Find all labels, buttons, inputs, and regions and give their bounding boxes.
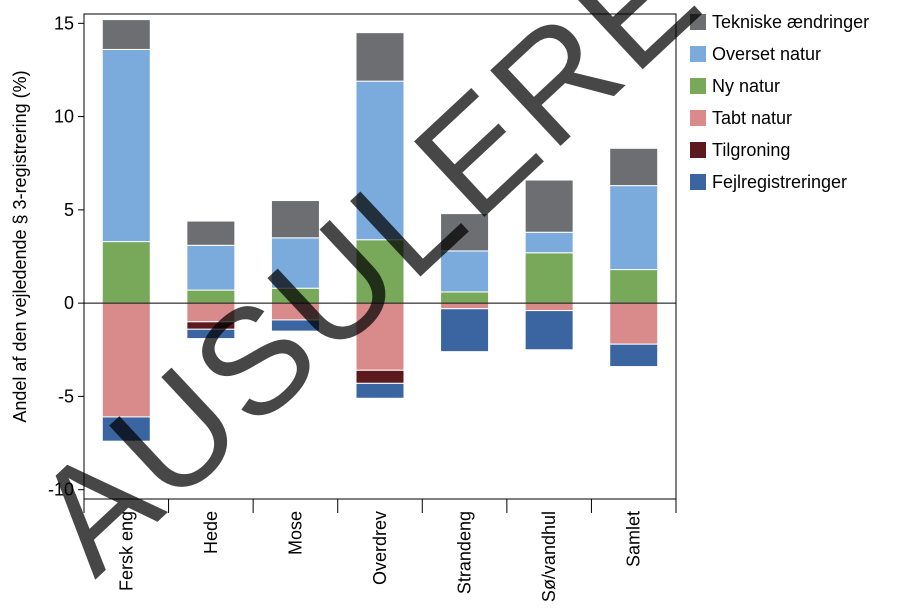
- x-tick-label: Mose: [285, 511, 305, 555]
- bar-segment: [186, 244, 236, 291]
- bar-segment: [186, 220, 236, 246]
- bar-segment: [355, 32, 405, 82]
- bar-segment: [524, 179, 574, 233]
- plot-frame: [83, 13, 677, 500]
- legend-swatch: [690, 46, 706, 62]
- y-axis-title: Andel af den vejledende § 3-registrering…: [10, 70, 30, 422]
- bar-segment: [355, 382, 405, 399]
- y-tick-label: 15: [54, 13, 74, 33]
- bar-segment: [524, 302, 574, 312]
- x-tick-label: Sø/vandhul: [539, 511, 559, 602]
- y-tick-label: -5: [58, 386, 74, 406]
- legend: Tekniske ændringer Overset natur Ny natur T…: [690, 12, 869, 192]
- legend-swatch: [690, 78, 706, 94]
- bar-segment: [101, 302, 151, 418]
- x-tick-label: Strandeng: [455, 511, 475, 594]
- legend-swatch: [690, 142, 706, 158]
- bar-segment: [609, 343, 659, 368]
- bar-segment: [355, 80, 405, 241]
- bar-segment: [609, 185, 659, 271]
- bar-segment: [440, 250, 490, 293]
- x-tick-label: Samlet: [624, 511, 644, 567]
- legend-swatch: [690, 14, 706, 30]
- legend-label: Fejlregistreringer: [712, 172, 847, 192]
- y-tick-label: 5: [64, 200, 74, 220]
- bar-segment: [524, 252, 574, 304]
- legend-label: Overset natur: [712, 44, 821, 64]
- bar-segment: [440, 308, 490, 353]
- bar-segment: [609, 147, 659, 187]
- bar-segment: [524, 310, 574, 351]
- legend-label: Tabt natur: [712, 108, 792, 128]
- legend-swatch: [690, 110, 706, 126]
- legend-swatch: [690, 174, 706, 190]
- legend-label: Tekniske ændringer: [712, 12, 869, 32]
- bar-segment: [609, 302, 659, 345]
- bar-segment: [101, 19, 151, 50]
- x-tick-label: Overdrev: [370, 511, 390, 585]
- bar-segment: [440, 213, 490, 252]
- bar-segment: [186, 328, 236, 340]
- plot-area: -10 -5 0 5 10 15 Fersk eng Hede Mose Overdrev Stra…: [48, 13, 677, 602]
- y-tick-label: 10: [54, 107, 74, 127]
- legend-label: Ny natur: [712, 76, 780, 96]
- bar-segment: [101, 241, 151, 304]
- bar-segment: [524, 231, 574, 254]
- y-tick-label: -10: [48, 480, 74, 500]
- bar-segment: [270, 237, 320, 289]
- bar-segment: [270, 319, 320, 332]
- bar-segment: [270, 200, 320, 239]
- bar-segment: [101, 416, 151, 442]
- y-tick-label: 0: [64, 293, 74, 313]
- bar-segment: [609, 269, 659, 304]
- bar-segment: [101, 48, 151, 243]
- legend-label: Tilgroning: [712, 140, 790, 160]
- bar-segment: [440, 302, 490, 310]
- x-tick-label: Fersk eng: [116, 511, 136, 591]
- x-tick-label: Hede: [201, 511, 221, 554]
